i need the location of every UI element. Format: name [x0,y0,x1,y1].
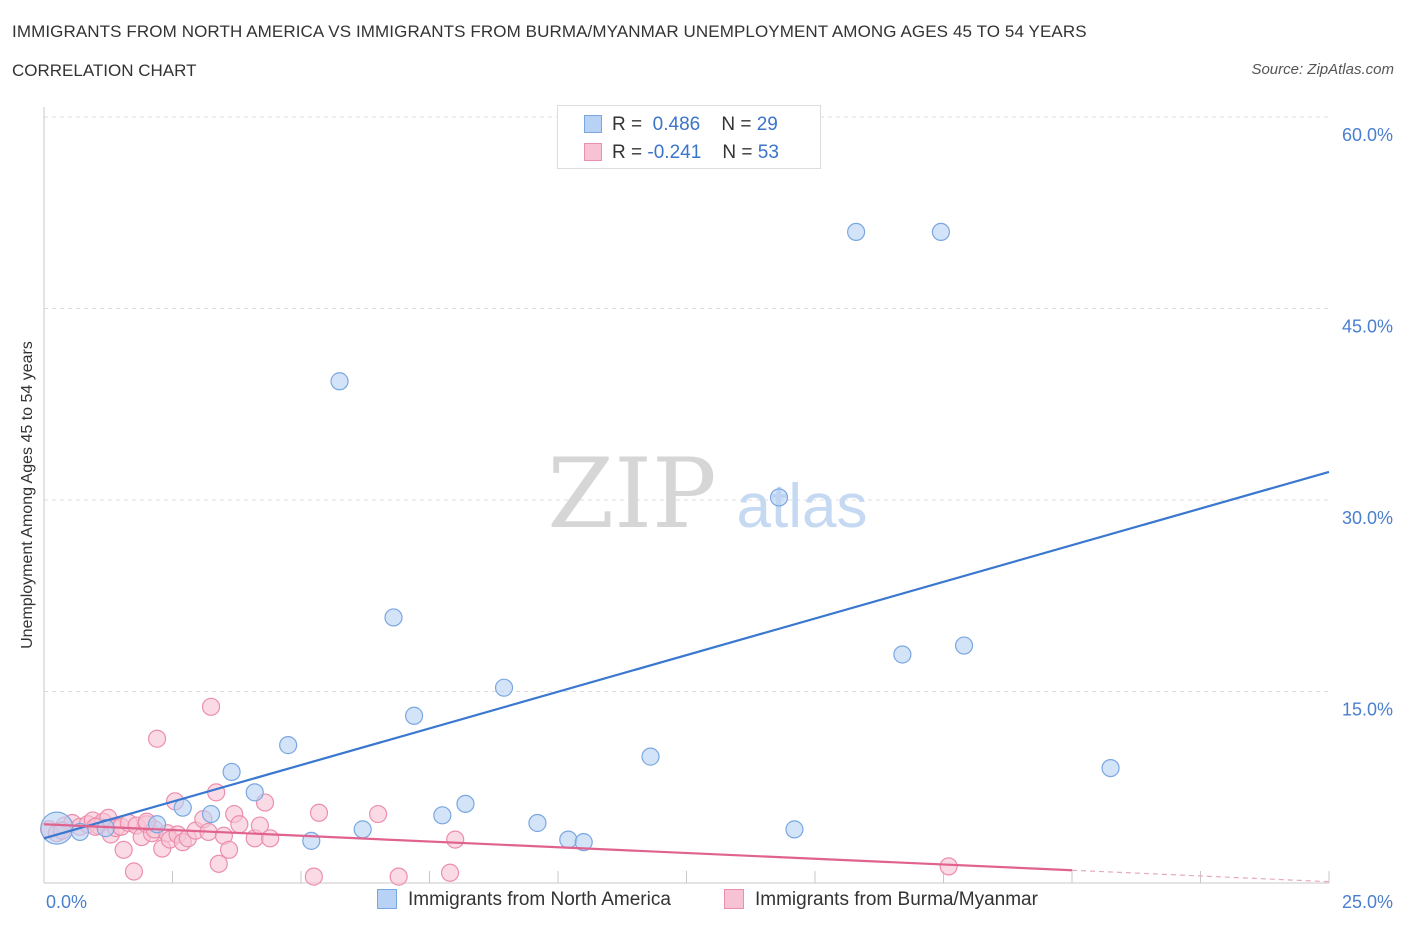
legend-n-label: N = [721,114,752,135]
bottom-legend-north-america: Immigrants from North America [377,889,671,911]
point-burma [440,863,460,882]
series-burma-points [40,697,958,886]
y-tick-label: 60.0% [1342,125,1393,145]
legend-r-label: R = [612,114,643,135]
point-north-america [931,222,951,241]
grid-layer [44,116,1329,692]
point-north-america [40,811,74,845]
legend-n-value: 29 [756,114,778,135]
point-north-america [201,804,221,824]
chart-title: IMMIGRANTS FROM NORTH AMERICA VS IMMIGRA… [12,22,1087,41]
point-north-america [641,747,660,766]
point-burma [124,862,144,881]
point-north-america [384,608,403,627]
stats-legend: R = 0.486 N = 29 R = -0.241 N = 53 [557,105,821,169]
axis-layer [43,107,1330,884]
series-north-america-points [40,222,1120,852]
legend-swatch-north-america [584,115,602,133]
y-tick-label: 30.0% [1342,508,1393,528]
point-burma [114,840,133,859]
watermark-zip: ZIP [547,438,716,550]
point-burma [261,829,280,848]
point-burma [304,867,323,886]
watermark-atlas: atlas [737,472,868,541]
point-north-america [528,813,547,833]
trend-line-north-america [43,470,1330,840]
point-north-america [847,222,866,241]
trend-line-burma [43,823,1073,872]
point-burma [201,697,221,716]
point-north-america [785,820,804,839]
point-north-america [404,706,424,725]
bottom-legend-label: Immigrants from Burma/Myanmar [755,889,1038,910]
source-label: Source: ZipAtlas.com [1251,61,1394,78]
x-tick-label: 0.0% [46,892,87,912]
point-north-america [574,833,593,852]
legend-r-value: -0.241 [647,142,702,163]
point-north-america [279,736,298,755]
point-burma [309,803,329,822]
point-north-america [222,762,241,782]
point-north-america [353,820,372,839]
legend-swatch-burma [584,143,602,161]
watermark: ZIP atlas [547,438,867,550]
trend-lines [43,470,1330,883]
point-burma [446,830,465,849]
legend-n-label: N = [722,142,753,163]
point-north-america [173,798,192,817]
point-burma [147,729,167,748]
tick-labels: 15.0% 30.0% 45.0% 60.0% 0.0% 25.0% [46,125,1393,912]
point-burma [369,804,388,824]
legend-row-north-america: R = 0.486 N = 29 [584,114,778,136]
legend-row-burma: R = -0.241 N = 53 [584,142,779,164]
y-tick-label: 45.0% [1342,317,1393,337]
point-north-america [954,636,974,655]
point-north-america [456,794,475,813]
point-burma [219,840,239,859]
point-north-america [494,678,514,697]
bottom-legend-swatch-burma [724,889,744,909]
point-burma [939,857,958,876]
point-north-america [330,372,349,391]
legend-n-value: 53 [757,142,779,163]
bottom-legend-swatch-north-america [377,889,397,909]
point-north-america [433,806,452,825]
point-north-america [245,783,264,802]
bottom-legend-label: Immigrants from North America [408,889,671,910]
legend-r-value: 0.486 [652,114,701,135]
point-north-america [769,488,789,507]
point-burma [389,867,408,886]
bottom-legend-burma: Immigrants from Burma/Myanmar [724,889,1038,911]
point-burma [230,815,249,834]
chart-subtitle: CORRELATION CHART [12,61,197,80]
point-burma [209,854,228,873]
legend-r-label: R = [612,142,643,163]
point-north-america [893,645,912,664]
point-north-america [559,830,578,849]
y-tick-label: 15.0% [1342,700,1393,720]
point-north-america [1101,758,1120,778]
trend-line-extension-burma [1071,869,1330,883]
x-tick-label: 25.0% [1342,892,1393,912]
